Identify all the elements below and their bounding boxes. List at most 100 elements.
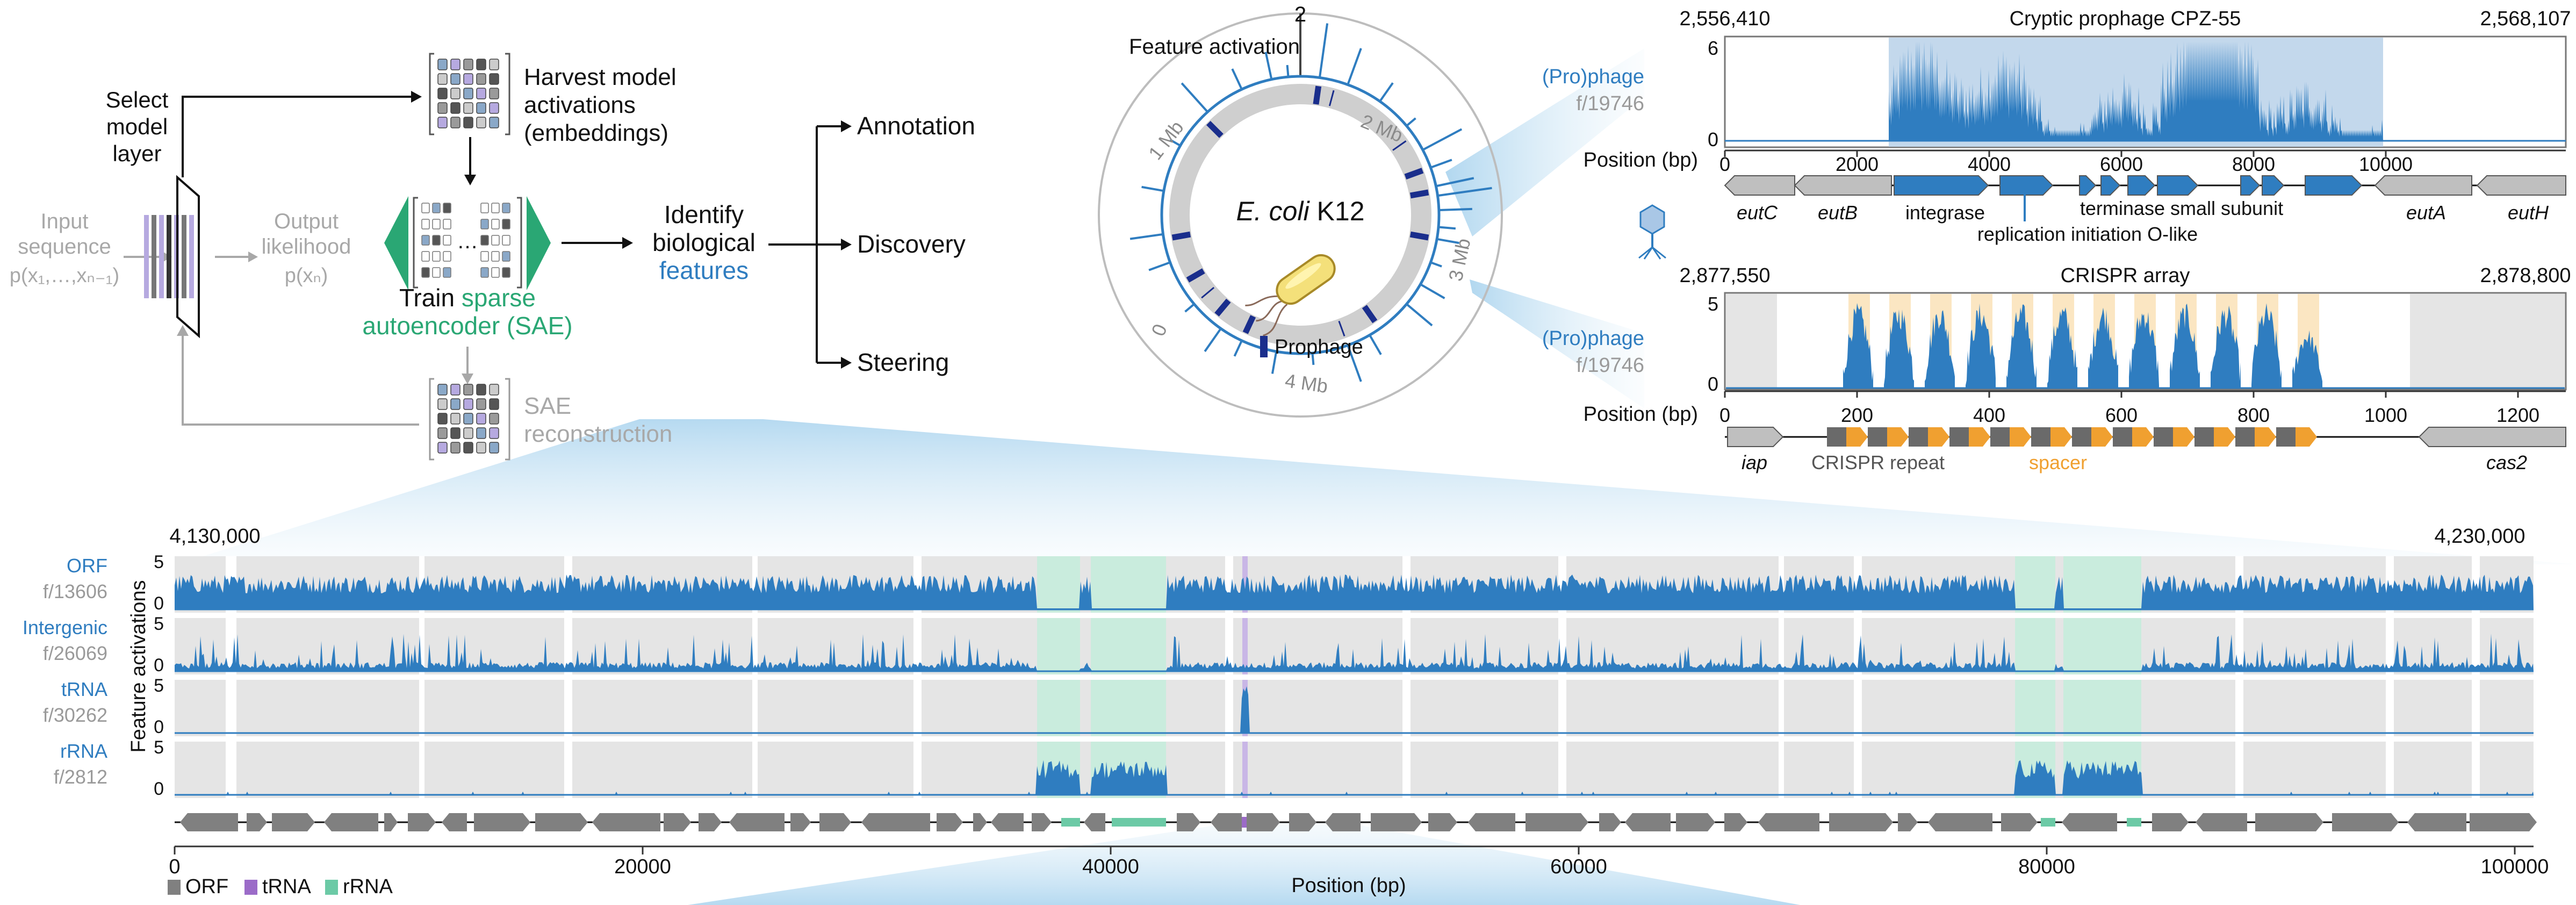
track-ytick: 5 bbox=[154, 676, 164, 696]
activation-spike bbox=[1169, 139, 1181, 147]
orf-gene bbox=[1032, 813, 1052, 831]
track-ytick: 5 bbox=[154, 737, 164, 758]
track-gap bbox=[226, 680, 236, 736]
prophage-right-coord: 2,568,107 bbox=[2480, 8, 2571, 30]
sae-icon: … bbox=[384, 196, 551, 290]
track-gap bbox=[2472, 680, 2480, 736]
matrix-cell bbox=[437, 442, 448, 454]
output-label2: likelihood bbox=[262, 235, 351, 258]
matrix-cell bbox=[489, 427, 499, 439]
matrix-bracket-left bbox=[429, 378, 434, 461]
matrix-cell bbox=[437, 413, 448, 425]
crispr-repeat-box bbox=[1990, 427, 2010, 447]
track-name: tRNA bbox=[61, 678, 107, 700]
track-name: ORF bbox=[67, 555, 107, 577]
prophage-gene-arrow bbox=[2157, 175, 2199, 196]
track-gap bbox=[1779, 618, 1784, 674]
matrix-cell bbox=[476, 427, 486, 439]
prophage-mark bbox=[1171, 231, 1191, 241]
select-layer-line3: layer bbox=[112, 141, 161, 166]
model-layer-bar bbox=[167, 215, 171, 298]
orf-gene bbox=[2470, 813, 2537, 831]
prophage-mark bbox=[1313, 85, 1322, 105]
crispr-repeat-label: CRISPR repeat bbox=[1811, 451, 1945, 473]
crispr-gene-track bbox=[1725, 427, 2566, 447]
zoom-cone-prophage bbox=[1445, 48, 1644, 236]
track-id: f/13606 bbox=[43, 580, 107, 602]
identify-line2: biological bbox=[652, 228, 755, 256]
matrix-cell bbox=[437, 88, 448, 99]
crispr-activation-peak bbox=[2170, 303, 2200, 388]
orf-gene bbox=[991, 813, 1024, 831]
track-gap bbox=[1558, 742, 1566, 798]
activation-spike bbox=[1406, 303, 1433, 327]
sae-cell-right bbox=[491, 267, 500, 278]
sae-cell-right bbox=[480, 235, 489, 246]
bottom-xtick-label: 0 bbox=[169, 856, 180, 878]
matrix-cell bbox=[476, 413, 486, 425]
identify-line1: Identify bbox=[664, 200, 744, 228]
crispr-repeat-box bbox=[2154, 427, 2173, 447]
crispr-spacer-label: spacer bbox=[2029, 451, 2087, 473]
matrix-cell bbox=[450, 117, 460, 128]
genome-title-species: E. coli bbox=[1236, 196, 1310, 226]
matrix-cell bbox=[476, 384, 486, 396]
legend-rrna-swatch bbox=[325, 880, 338, 895]
orf-gene bbox=[937, 813, 963, 831]
sae-cell-left bbox=[443, 203, 451, 213]
orf-gene bbox=[1758, 813, 1819, 831]
track-ytick: 0 bbox=[154, 655, 164, 676]
sae-cell-left bbox=[432, 235, 441, 246]
harvest-line2: activations bbox=[524, 92, 636, 118]
recon-feedback-arrow bbox=[182, 333, 419, 426]
track-gap bbox=[1402, 680, 1411, 736]
crispr-repeat-box bbox=[2276, 427, 2296, 447]
crispr-activation-peak bbox=[2211, 305, 2241, 388]
prophage-feature-id: f/19746 bbox=[1576, 92, 1644, 115]
prophage-gene-arrow bbox=[2305, 175, 2363, 196]
matrix-cell bbox=[476, 398, 486, 410]
sae-to-recon-head bbox=[462, 374, 473, 384]
orf-gene bbox=[1084, 813, 1105, 831]
sae-cell-right bbox=[502, 235, 510, 246]
crispr-gene-iap: iap bbox=[1742, 451, 1767, 473]
crispr-position-label: Position (bp) bbox=[1584, 403, 1698, 426]
crispr-spacer-arrow bbox=[2173, 427, 2194, 447]
activation-spike bbox=[1420, 283, 1445, 299]
track-gap bbox=[564, 742, 572, 798]
track-band bbox=[175, 680, 2534, 736]
crispr-repeat-box bbox=[1949, 427, 1969, 447]
matrix-cell bbox=[437, 384, 448, 396]
sae-cell-right bbox=[491, 219, 500, 229]
prophage-position-label: Position (bp) bbox=[1584, 149, 1698, 171]
orf-gene bbox=[2332, 813, 2399, 831]
identify-line3: features bbox=[659, 256, 749, 284]
prophage-gene-arrow bbox=[2240, 175, 2261, 196]
sae-decoder-triangle bbox=[527, 196, 551, 290]
track-gap bbox=[419, 742, 424, 798]
workflow-diagram: Input sequence p(x₁,…,xₙ₋₁) Select model… bbox=[10, 53, 975, 461]
matrix-cell bbox=[476, 102, 486, 114]
crispr-feature-id: f/19746 bbox=[1576, 354, 1644, 377]
prophage-mark bbox=[1409, 189, 1429, 199]
track-ytick: 0 bbox=[154, 593, 164, 614]
orf-gene bbox=[1724, 813, 1747, 831]
crispr-activation-peak bbox=[1843, 303, 1873, 388]
orf-gene bbox=[1625, 813, 1671, 831]
discovery-head bbox=[841, 239, 852, 250]
prophage-panel: 2,556,410 Cryptic prophage CPZ-55 2,568,… bbox=[1542, 8, 2571, 260]
model-layer-bar bbox=[189, 215, 194, 298]
crispr-activation-peak bbox=[2088, 307, 2118, 388]
matrix-cell bbox=[476, 117, 486, 128]
prophage-gene-replication: replication initiation O-like bbox=[1977, 223, 2198, 245]
activation-spike bbox=[1422, 128, 1463, 151]
track-ytick: 0 bbox=[154, 779, 164, 799]
trna-gene bbox=[1240, 817, 1248, 828]
orf-gene bbox=[1289, 813, 1316, 831]
activation-spike bbox=[1318, 23, 1329, 78]
activation-baseline-circle bbox=[1160, 75, 1441, 355]
bottom-tracks: ORFf/1360650Intergenicf/2606950tRNAf/302… bbox=[23, 552, 2534, 799]
sae-cell-left bbox=[443, 235, 451, 246]
matrix-cell bbox=[437, 102, 448, 114]
crispr-xtick-label: 200 bbox=[1841, 404, 1873, 426]
